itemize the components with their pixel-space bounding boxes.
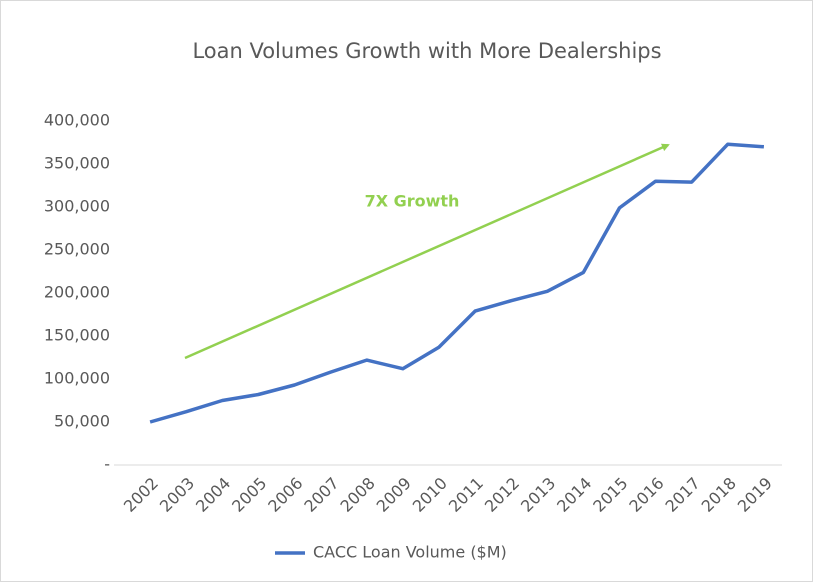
y-tick-label: 250,000 (44, 240, 110, 259)
y-tick-label: 400,000 (44, 111, 110, 130)
y-tick-label: 300,000 (44, 197, 110, 216)
y-tick-label: - (104, 455, 110, 474)
data-line (149, 142, 765, 424)
chart-title: Loan Volumes Growth with More Dealership… (192, 39, 661, 63)
y-tick-label: 50,000 (54, 412, 110, 431)
annotation: 7X Growth (365, 192, 460, 211)
growth-arrow (184, 143, 670, 360)
y-tick-label: 150,000 (44, 326, 110, 345)
legend-label: CACC Loan Volume ($M) (313, 543, 507, 562)
y-tick-label: 200,000 (44, 283, 110, 302)
y-tick-label: 350,000 (44, 154, 110, 173)
y-tick-label: 100,000 (44, 369, 110, 388)
